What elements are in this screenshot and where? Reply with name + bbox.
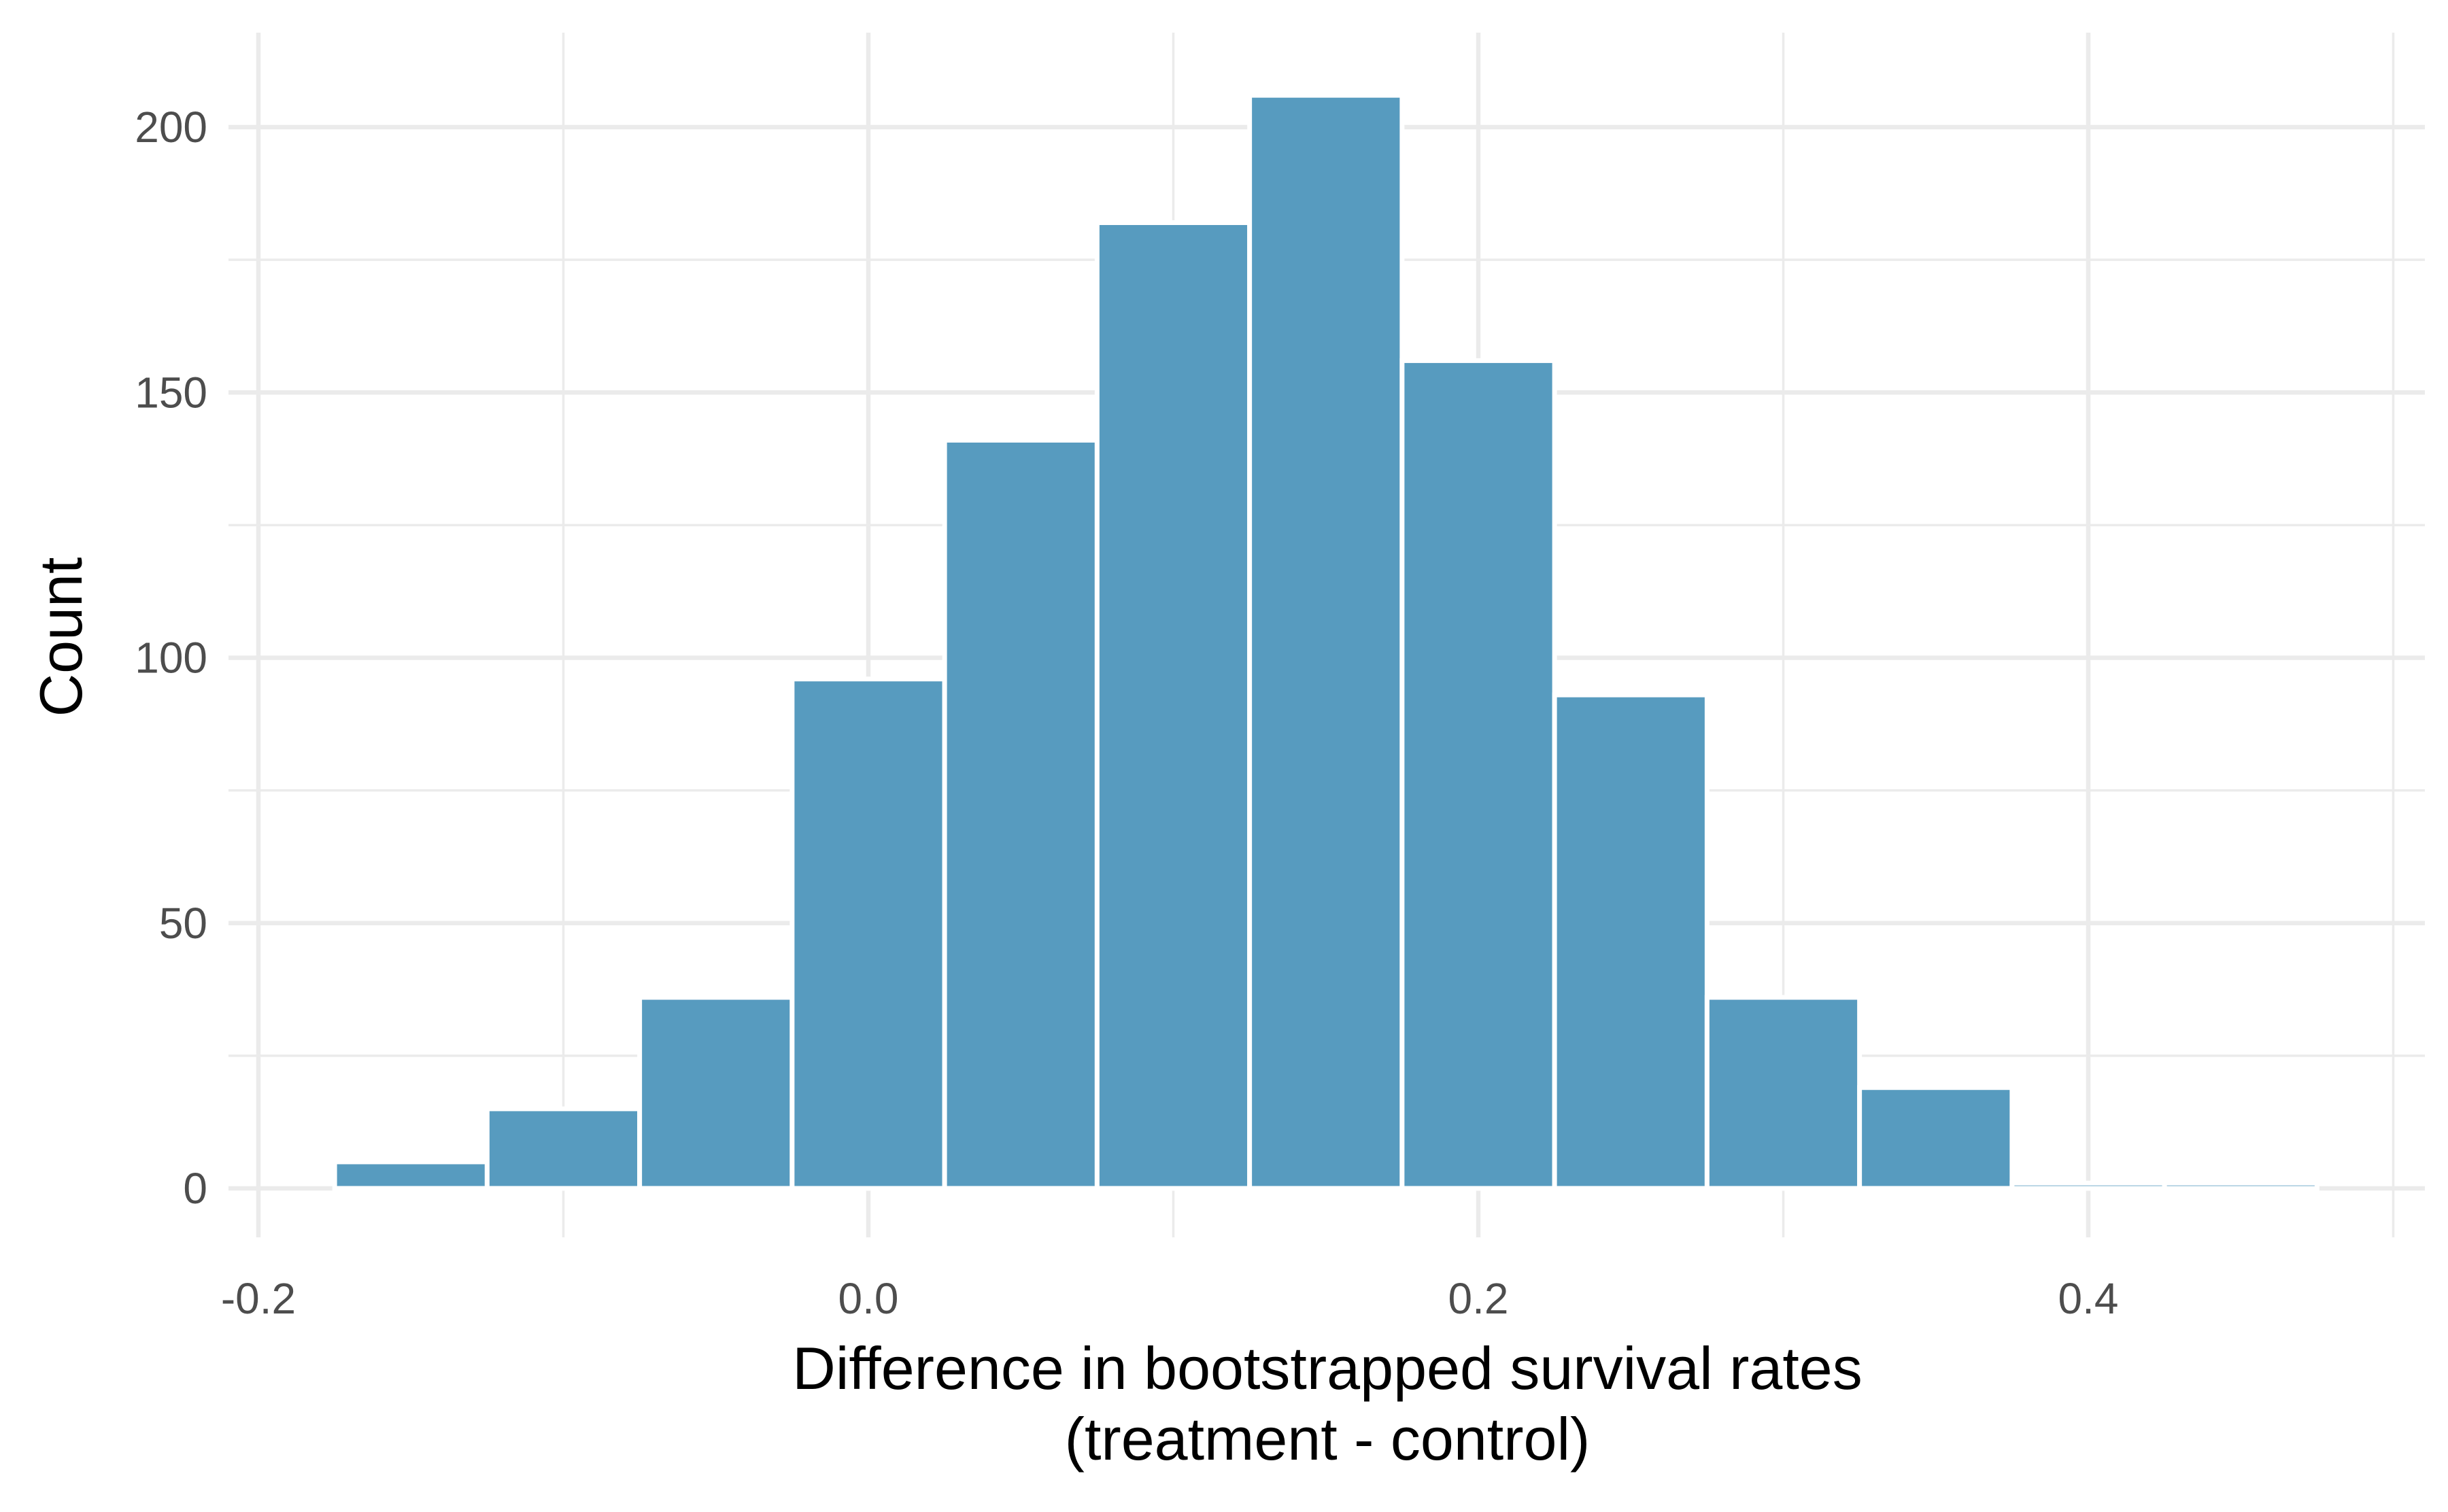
histogram-bar xyxy=(484,1106,643,1191)
histogram-bar xyxy=(637,995,795,1191)
histogram-bar xyxy=(1704,995,1863,1191)
histogram-bar xyxy=(1247,92,1405,1191)
histogram-bar xyxy=(1552,692,1710,1191)
x-tick-label: 0.0 xyxy=(838,1274,899,1323)
histogram-bar xyxy=(789,676,947,1191)
x-tick-labels: -0.2 0.0 0.2 0.4 xyxy=(221,1274,2119,1323)
x-tick-label: 0.4 xyxy=(2058,1274,2119,1323)
y-tick-label: 50 xyxy=(159,899,207,948)
x-axis-title: Difference in bootstrapped survival rate… xyxy=(792,1335,1862,1402)
histogram-bar xyxy=(1094,220,1253,1191)
x-tick-label: 0.2 xyxy=(1448,1274,1509,1323)
histogram-bar xyxy=(332,1159,490,1191)
x-axis-title-line2: (treatment - control) xyxy=(1065,1405,1591,1473)
histogram-bar xyxy=(2009,1180,2167,1191)
histogram-bar xyxy=(2162,1180,2319,1191)
x-tick-label: -0.2 xyxy=(221,1274,296,1323)
histogram-bar xyxy=(942,437,1100,1191)
y-tick-label: 150 xyxy=(135,368,207,417)
y-tick-label: 0 xyxy=(183,1164,207,1213)
histogram-bars xyxy=(332,92,2319,1191)
y-axis-title: Count xyxy=(27,557,95,717)
y-tick-label: 100 xyxy=(135,634,207,683)
histogram-bar xyxy=(1857,1085,2015,1191)
y-tick-labels: 0 50 100 150 200 xyxy=(135,103,207,1213)
histogram-bar xyxy=(1399,358,1557,1191)
y-tick-label: 200 xyxy=(135,103,207,152)
